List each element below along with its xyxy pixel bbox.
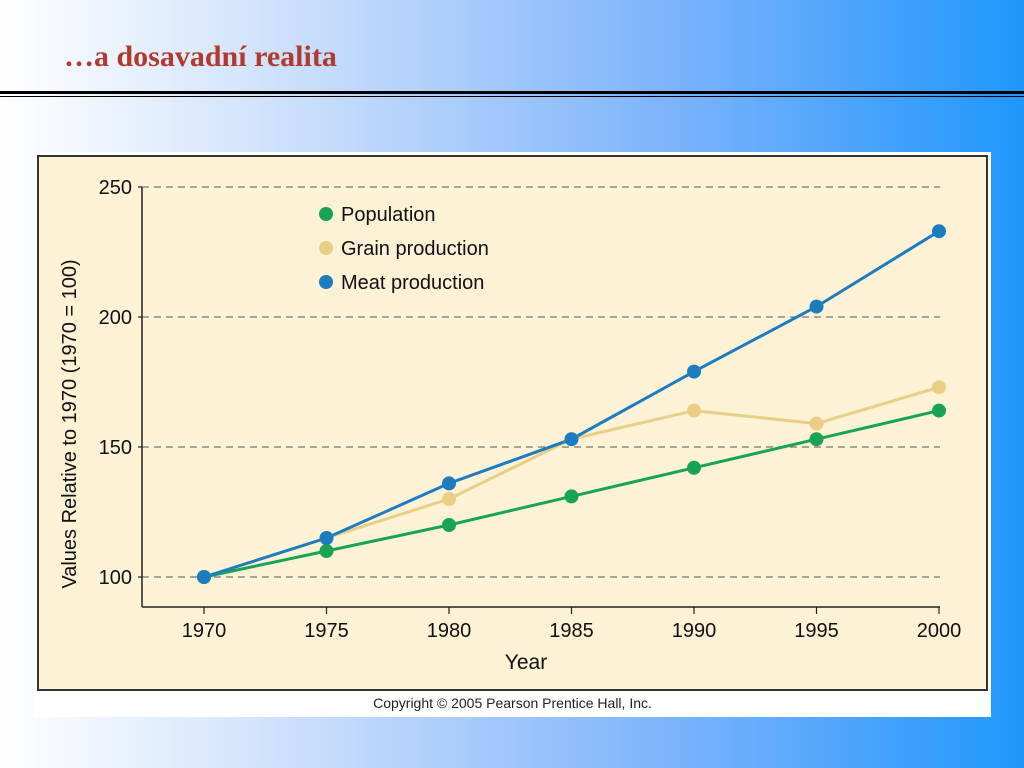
line-chart: 100 150 200 250 1970 1975 1980 1985 1990 1995 2000… [37,155,988,691]
data-point [564,489,579,504]
data-point [197,570,211,584]
data-point [319,531,334,545]
data-point [319,544,334,558]
x-tick-label: 1980 [427,620,472,642]
data-point [442,518,456,532]
data-point [687,364,701,379]
data-point [932,380,946,395]
data-point [442,476,456,491]
y-axis-title: Values Relative to 1970 (1970 = 100) [59,259,81,588]
chart-figure: 100 150 200 250 1970 1975 1980 1985 1990 1995 2000… [34,152,991,717]
data-point [564,432,579,447]
data-point [687,460,701,475]
y-tick-label: 150 [99,437,132,459]
x-tick-label: 1975 [304,620,349,642]
y-tick-label: 200 [99,307,132,329]
data-point [809,299,824,314]
y-tick-label: 250 [99,177,132,199]
x-tick-label: 1970 [182,620,227,642]
data-point [687,403,701,418]
data-point [809,432,824,447]
x-tick-label: 1995 [794,620,839,642]
legend-label: Population [341,204,436,226]
data-point [442,492,456,506]
title-rule-thin [0,96,1024,97]
x-tick-label: 2000 [917,620,962,642]
y-tick-label: 100 [99,567,132,589]
title-rule-thick [0,91,1024,94]
legend-label: Grain production [341,238,489,260]
legend-marker [319,207,333,221]
x-tick-label: 1985 [549,620,594,642]
legend-label: Meat production [341,272,484,294]
data-point [809,416,824,431]
chart-panel [37,155,988,691]
copyright-notice: Copyright © 2005 Pearson Prentice Hall, … [373,695,652,711]
data-point [932,224,946,239]
legend-marker [319,241,333,255]
x-axis-title: Year [505,651,547,674]
slide-title: …a dosavadní realita [64,40,337,73]
data-point [932,403,946,418]
legend-marker [319,275,333,289]
x-tick-label: 1990 [672,620,717,642]
